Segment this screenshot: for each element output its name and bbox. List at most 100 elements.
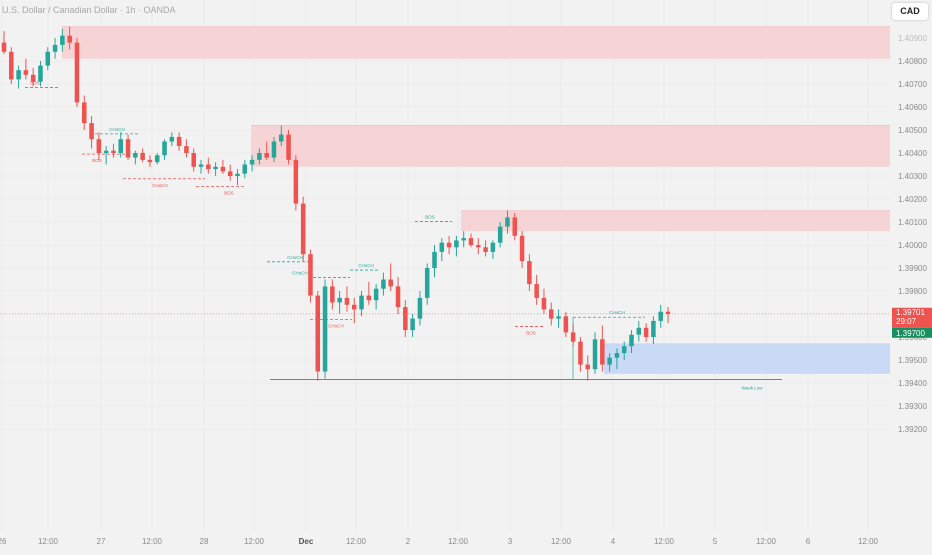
time-tick-label: 12:00 (38, 537, 59, 546)
supply-zone[interactable] (251, 125, 890, 167)
candle-body (424, 268, 430, 298)
candle-body (300, 203, 306, 255)
candle-body (279, 134, 284, 142)
candle-body (665, 311, 671, 314)
time-tick-label: 12:00 (448, 537, 469, 546)
structure-label: CHoCH (609, 310, 625, 315)
price-tick-label: 1.40500 (898, 126, 927, 135)
candle-body (38, 65, 43, 82)
candle-body (344, 297, 350, 305)
time-axis[interactable]: 26 12:00 27 12:00 28 12:00 Dec 12:00 2 12:00 3 12:0… (0, 537, 879, 546)
price-tick-label: 1.40600 (898, 103, 927, 112)
price-tick-label: 1.39800 (898, 287, 927, 296)
secondary-price-badge (892, 327, 932, 338)
candle-body (308, 254, 313, 296)
candle-body (198, 164, 204, 167)
candle-body (497, 226, 503, 243)
candle-body (184, 146, 189, 153)
candle-body (563, 316, 569, 333)
candle-body (176, 136, 182, 147)
candle-body (476, 245, 481, 248)
candle-body (169, 136, 175, 142)
candle-body (45, 51, 51, 66)
candle-body (191, 153, 196, 167)
candle-body (330, 286, 335, 303)
price-tick-label: 1.40100 (898, 218, 927, 227)
candle-body (512, 217, 518, 236)
candle-body (381, 279, 386, 289)
candle-body (315, 295, 321, 372)
candle-body (395, 286, 401, 308)
time-tick-label: 28 (200, 537, 209, 546)
candle-body (410, 318, 415, 331)
price-tick-label: 1.39500 (898, 356, 927, 365)
candle-body (446, 242, 452, 248)
candle-body (483, 247, 488, 252)
candle-body (23, 70, 29, 75)
currency-button[interactable]: CAD (892, 3, 928, 20)
structure-label: BOS (30, 80, 40, 85)
secondary-price-text: 1.39700 (896, 329, 925, 338)
price-badge: 1.39701 29:07 1.39700 (892, 307, 932, 338)
structure-label: CHoCH (328, 324, 344, 329)
supply-zone[interactable] (461, 210, 890, 232)
candle-body (67, 35, 72, 43)
price-tick-label: 1.39900 (898, 264, 927, 273)
candle-body (257, 153, 262, 160)
candle-body (351, 304, 357, 310)
candle-body (213, 166, 218, 170)
candle-body (403, 307, 408, 331)
candle-body (322, 286, 328, 372)
candle-body (1, 42, 7, 52)
candle-body (293, 159, 299, 204)
time-tick-label: 4 (611, 537, 616, 546)
candle-body (271, 141, 277, 158)
current-price-text: 1.39701 (896, 308, 925, 317)
candle-body (643, 327, 649, 337)
supply-zone[interactable] (62, 26, 890, 59)
time-tick-label: 12:00 (346, 537, 367, 546)
structure-label: CHoCH (287, 255, 303, 260)
time-tick-label: 6 (806, 537, 811, 546)
candle-body (125, 139, 131, 158)
candle-body (235, 173, 240, 176)
time-tick-label: 27 (97, 537, 106, 546)
candle-body (140, 153, 145, 160)
time-tick-label: 3 (508, 537, 513, 546)
candle-body (154, 155, 160, 163)
candle-body (162, 141, 167, 156)
candle-body (432, 251, 437, 268)
price-tick-label: 1.40400 (898, 149, 927, 158)
price-tick-label: 1.39300 (898, 402, 927, 411)
price-tick-label: 1.40300 (898, 172, 927, 181)
candle-body (366, 295, 372, 301)
structure-label: BOS (92, 158, 102, 163)
week-low-label: Week Low (742, 386, 764, 391)
candle-body (534, 284, 539, 298)
candle-body (103, 150, 109, 153)
price-tick-label: 1.39200 (898, 425, 927, 434)
candle-body (82, 102, 87, 124)
time-tick-label: 12:00 (551, 537, 572, 546)
price-tick-label: 1.39400 (898, 379, 927, 388)
candle-body (585, 364, 590, 370)
candle-body (505, 217, 510, 227)
candles (1, 26, 671, 381)
demand-zone[interactable] (604, 343, 890, 374)
candle-body (651, 320, 656, 337)
candle-body (118, 139, 124, 153)
candle-body (60, 35, 65, 45)
zones (62, 26, 890, 374)
time-tick-label: 2 (406, 537, 411, 546)
price-axis[interactable]: 1.40800 1.40700 1.40600 1.40500 1.40400 1.403… (898, 34, 927, 434)
countdown-text: 29:07 (896, 317, 917, 326)
candle-body (111, 150, 116, 153)
price-tick-label: 1.40200 (898, 195, 927, 204)
structure-label: CHoCH (292, 270, 308, 275)
price-tick-label: 1.40800 (898, 57, 927, 66)
candle-body (454, 240, 459, 248)
candle-body (600, 339, 605, 365)
